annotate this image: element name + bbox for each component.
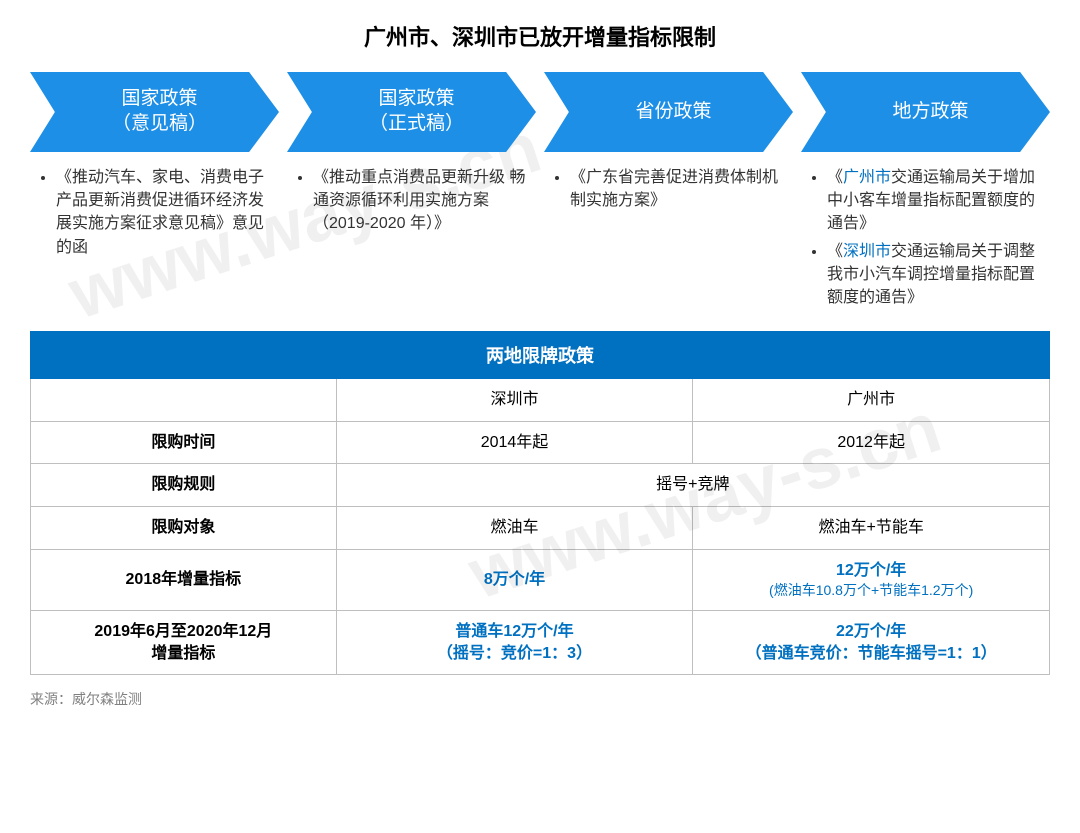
policy-table: 两地限牌政策 深圳市 广州市 限购时间 2014年起 2012年起 限购规则 摇… xyxy=(30,331,1050,675)
cell-accent: 12万个/年 (燃油车10.8万个+节能车1.2万个) xyxy=(693,549,1050,610)
arrow-step-3: 省份政策 xyxy=(544,72,793,152)
row-label: 2019年6月至2020年12月 增量指标 xyxy=(31,610,337,674)
table-header: 两地限牌政策 xyxy=(31,332,1050,379)
policy-col-3: 《广东省完善促进消费体制机制实施方案》 xyxy=(544,166,793,313)
row-label: 限购规则 xyxy=(31,464,337,507)
page-title: 广州市、深圳市已放开增量指标限制 xyxy=(30,20,1050,52)
cell-accent: 普通车12万个/年 （摇号：竞价=1：3） xyxy=(336,610,693,674)
cell: 2012年起 xyxy=(693,421,1050,464)
row-label: 限购时间 xyxy=(31,421,337,464)
arrow-step-2: 国家政策 （正式稿） xyxy=(287,72,536,152)
arrow-step-1: 国家政策 （意见稿） xyxy=(30,72,279,152)
table-corner xyxy=(31,379,337,422)
arrow-step-4: 地方政策 xyxy=(801,72,1050,152)
policy-item: 《推动重点消费品更新升级 畅通资源循环利用实施方案（2019-2020 年）》 xyxy=(313,166,530,236)
policy-lists: 《推动汽车、家电、消费电子产品更新消费促进循环经济发展实施方案征求意见稿》意见的… xyxy=(30,166,1050,313)
cell: 2014年起 xyxy=(336,421,693,464)
col-header-shenzhen: 深圳市 xyxy=(336,379,693,422)
col-header-guangzhou: 广州市 xyxy=(693,379,1050,422)
cell-accent: 22万个/年 （普通车竞价：节能车摇号=1：1） xyxy=(693,610,1050,674)
arrow-label: 省份政策 xyxy=(544,72,793,152)
row-label: 限购对象 xyxy=(31,506,337,549)
arrow-label: 国家政策 （意见稿） xyxy=(30,72,279,152)
policy-item: 《广州市交通运输局关于增加中小客车增量指标配置额度的通告》 xyxy=(827,166,1044,236)
cell: 燃油车+节能车 xyxy=(693,506,1050,549)
policy-col-2: 《推动重点消费品更新升级 畅通资源循环利用实施方案（2019-2020 年）》 xyxy=(287,166,536,313)
cell: 燃油车 xyxy=(336,506,693,549)
cell-accent: 8万个/年 xyxy=(336,549,693,610)
policy-flow: 国家政策 （意见稿） 国家政策 （正式稿） 省份政策 地方政策 xyxy=(30,72,1050,152)
source-text: 来源：威尔森监测 xyxy=(30,689,1050,709)
row-label: 2018年增量指标 xyxy=(31,549,337,610)
policy-item: 《深圳市交通运输局关于调整我市小汽车调控增量指标配置额度的通告》 xyxy=(827,240,1044,310)
arrow-label: 地方政策 xyxy=(801,72,1050,152)
policy-col-1: 《推动汽车、家电、消费电子产品更新消费促进循环经济发展实施方案征求意见稿》意见的… xyxy=(30,166,279,313)
arrow-label: 国家政策 （正式稿） xyxy=(287,72,536,152)
policy-item: 《广东省完善促进消费体制机制实施方案》 xyxy=(570,166,787,212)
policy-item: 《推动汽车、家电、消费电子产品更新消费促进循环经济发展实施方案征求意见稿》意见的… xyxy=(56,166,273,259)
cell-merged: 摇号+竞牌 xyxy=(336,464,1049,507)
policy-col-4: 《广州市交通运输局关于增加中小客车增量指标配置额度的通告》 《深圳市交通运输局关… xyxy=(801,166,1050,313)
